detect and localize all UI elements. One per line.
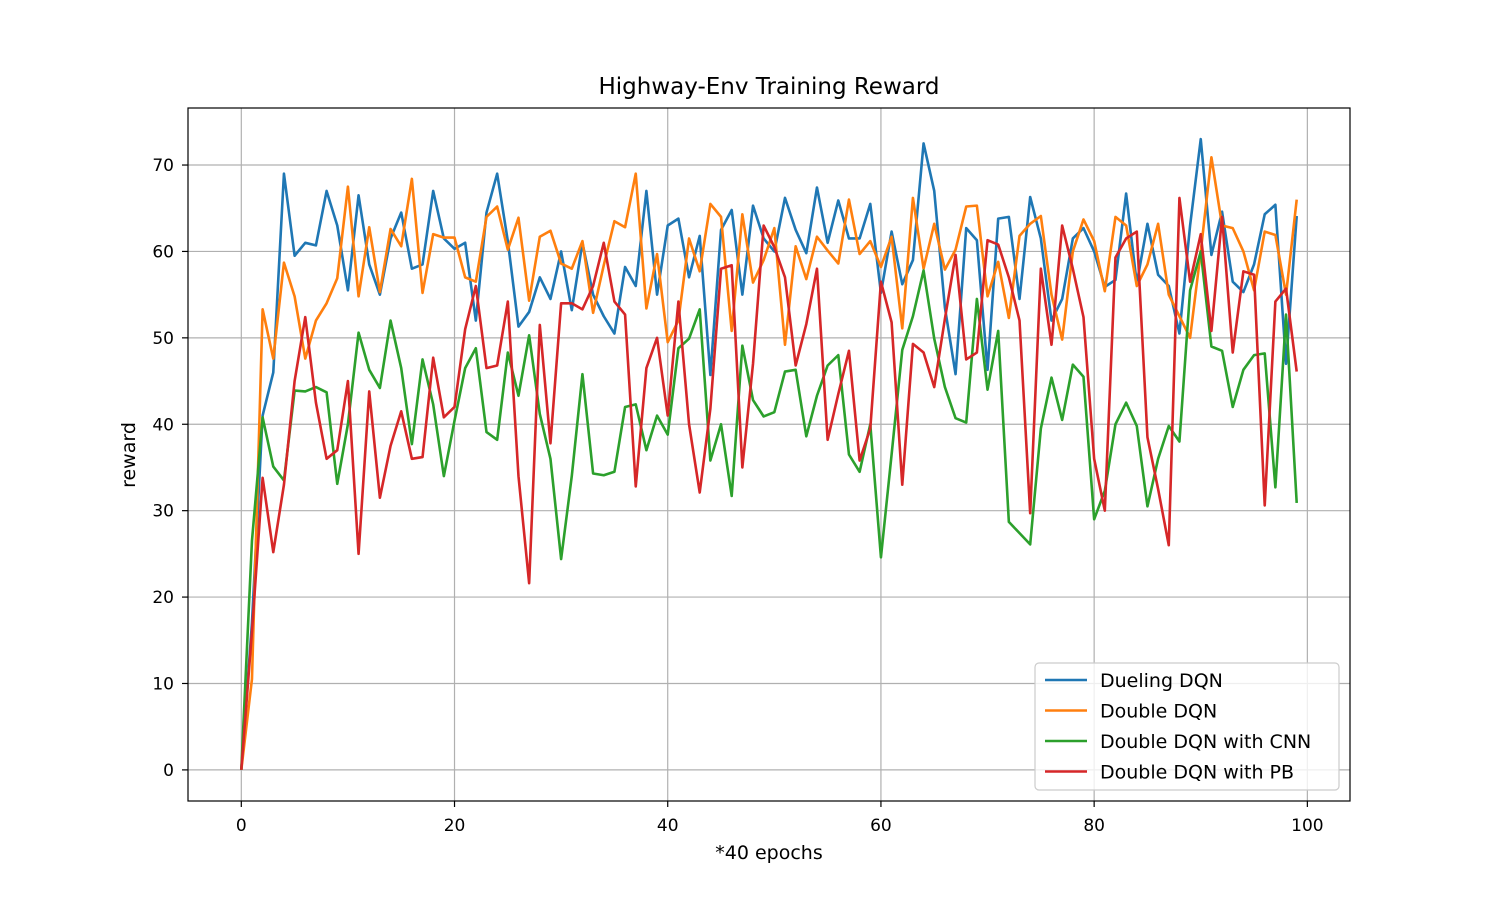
legend-label-dueling-dqn: Dueling DQN [1100, 670, 1223, 692]
legend-label-double-dqn: Double DQN [1100, 701, 1217, 723]
legend-label-double-dqn-with-cnn: Double DQN with CNN [1100, 731, 1311, 753]
y-tick-label: 40 [152, 415, 174, 435]
x-tick-label: 20 [444, 816, 466, 836]
series-line-double-dqn-with-pb [240, 196, 1298, 770]
axis-ticks: 0 20 40 60 80 100 0 10 20 30 40 50 60 70 [152, 156, 1323, 836]
y-tick-label: 20 [152, 588, 174, 608]
x-tick-label: 0 [236, 816, 247, 836]
y-tick-label: 0 [163, 761, 174, 781]
series-line-double-dqn [240, 155, 1298, 771]
x-tick-label: 60 [870, 816, 892, 836]
legend-label-double-dqn-with-pb: Double DQN with PB [1100, 762, 1294, 784]
y-tick-label: 70 [152, 156, 174, 176]
y-tick-label: 30 [152, 502, 174, 522]
series-lines [240, 137, 1298, 771]
legend: Dueling DQN Double DQN Double DQN with CNN… [1034, 662, 1340, 791]
y-axis-title: reward [118, 422, 140, 488]
x-tick-label: 100 [1291, 816, 1323, 836]
plot-frame [187, 107, 1351, 802]
x-tick-label: 40 [657, 816, 679, 836]
legend-box [1034, 662, 1340, 791]
y-tick-label: 50 [152, 329, 174, 349]
x-tick-label: 80 [1083, 816, 1105, 836]
y-tick-label: 10 [152, 674, 174, 694]
series-line-double-dqn-with-cnn [240, 250, 1298, 770]
chart-title: Highway-Env Training Reward [598, 74, 939, 100]
x-axis-title: *40 epochs [715, 842, 822, 864]
grid [188, 108, 1350, 801]
y-tick-label: 60 [152, 242, 174, 262]
